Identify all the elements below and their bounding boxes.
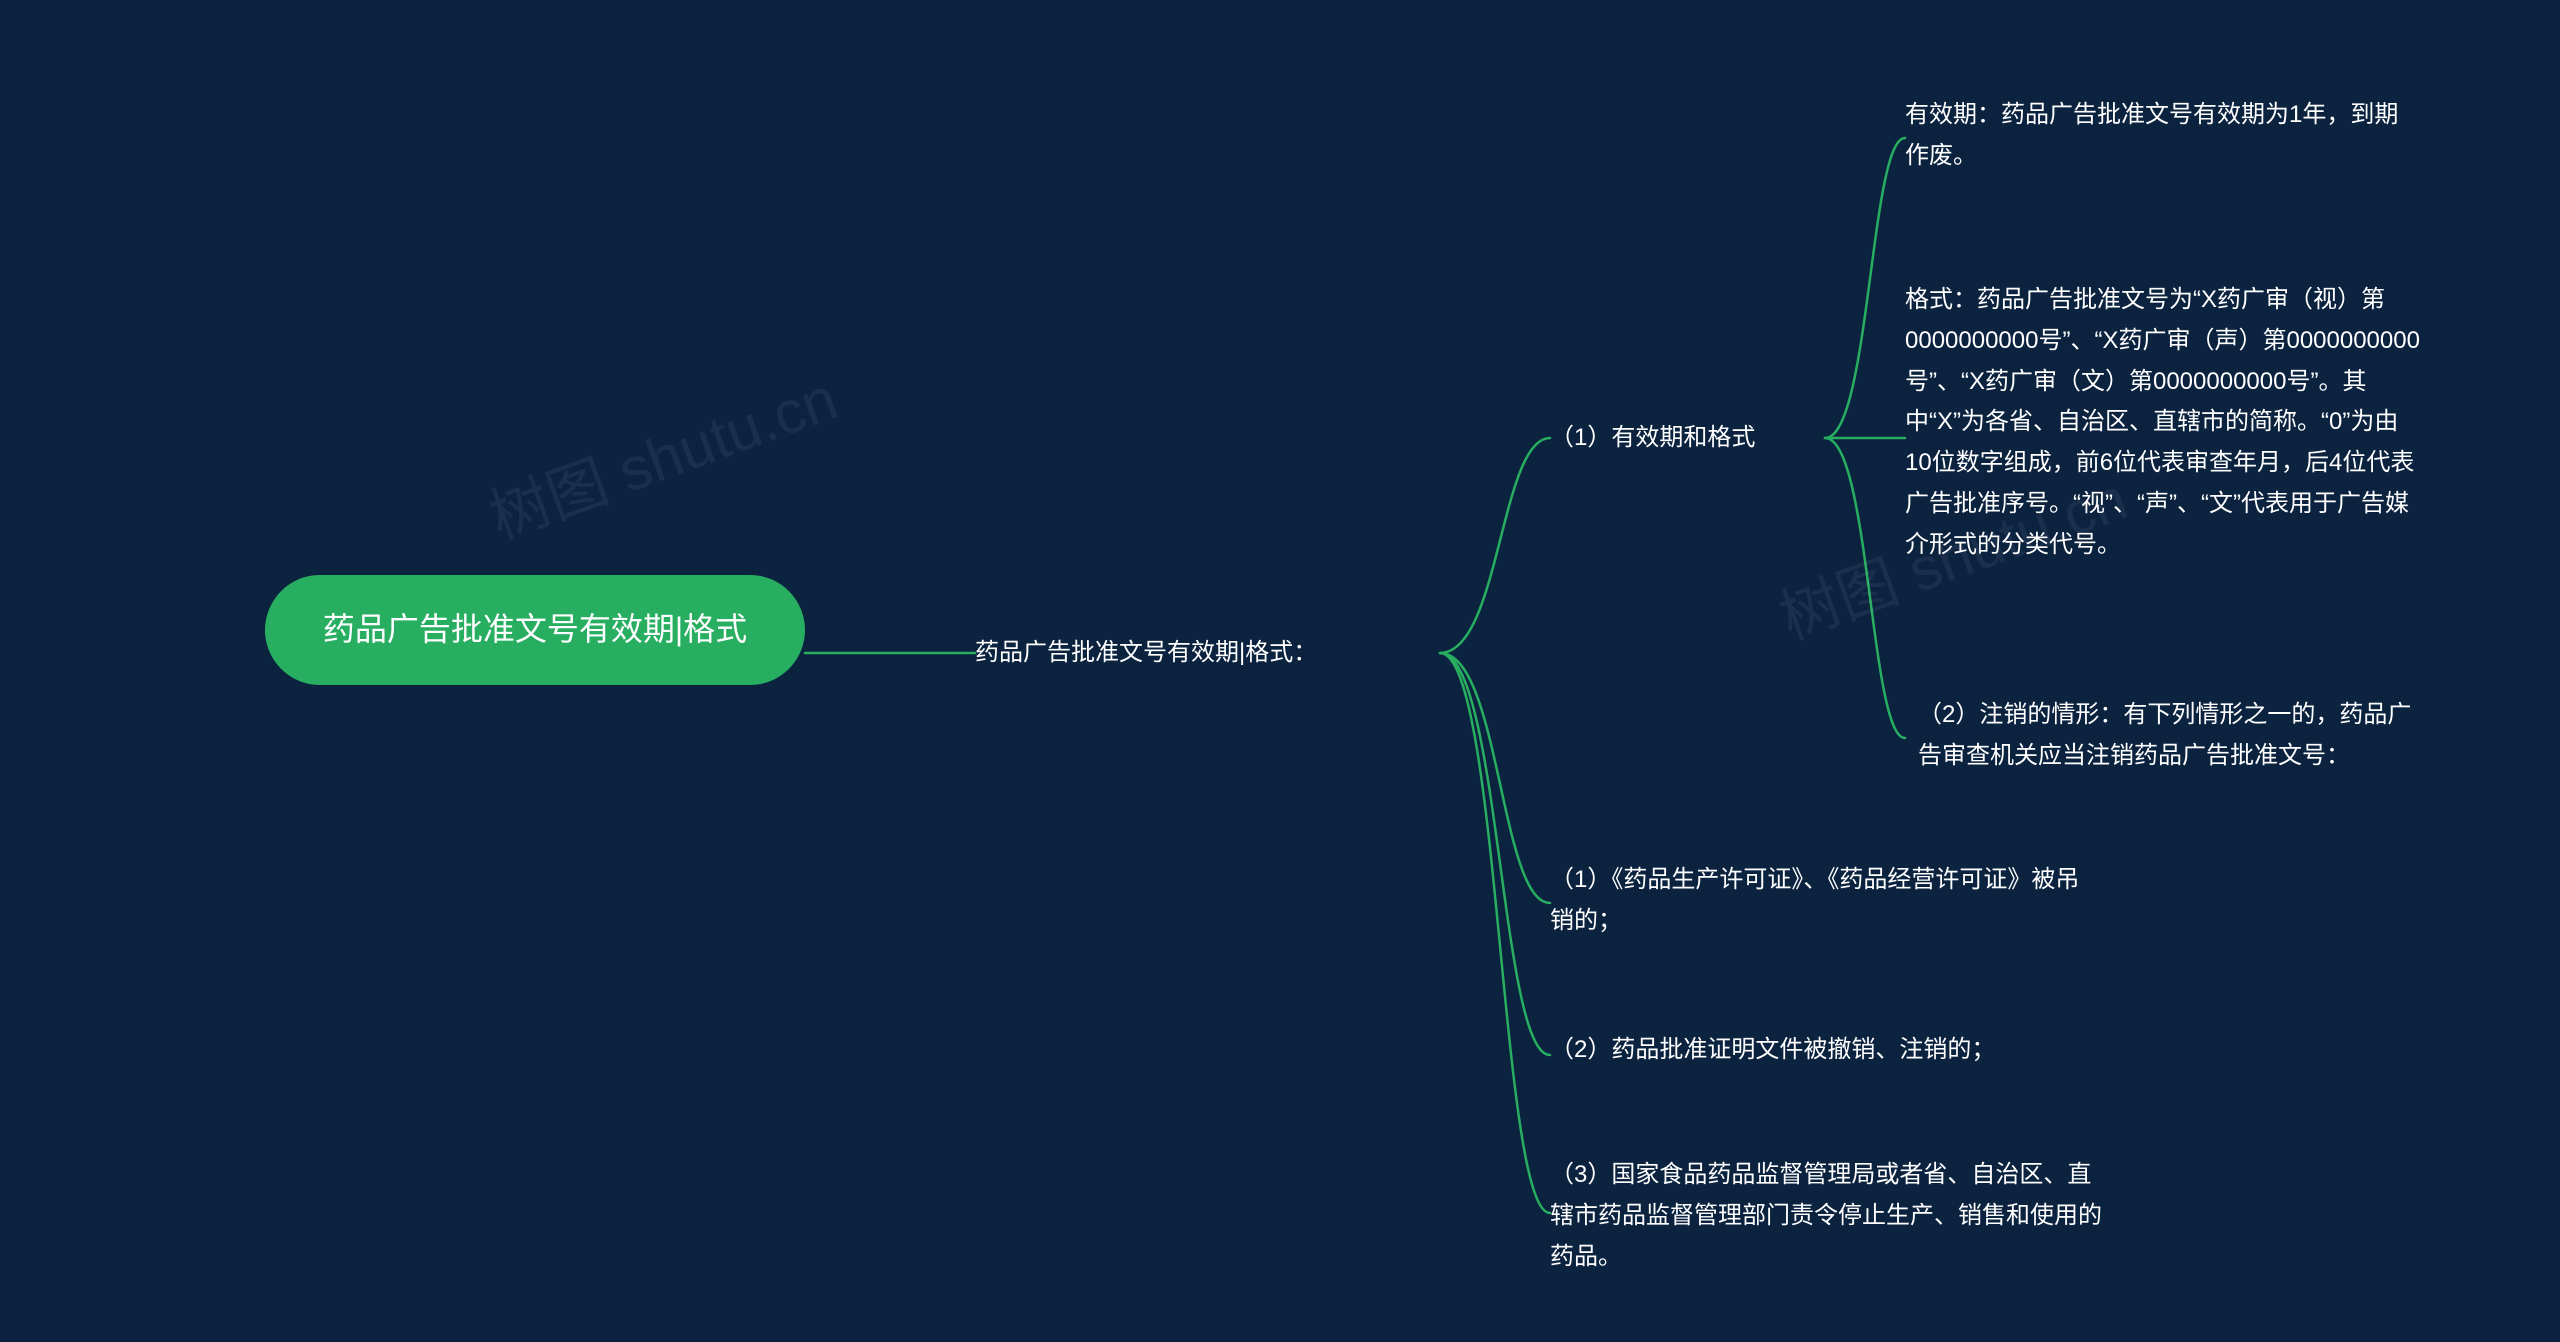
leaf-s2[interactable]: （2）药品批准证明文件被撤销、注销的； [1550, 1030, 2080, 1071]
leaf-a3[interactable]: （2）注销的情形：有下列情形之一的，药品广告审查机关应当注销药品广告批准文号： [1918, 695, 2428, 777]
leaf-s3[interactable]: （3）国家食品药品监督管理局或者省、自治区、直辖市药品监督管理部门责令停止生产、… [1550, 1155, 2105, 1277]
leaf-a2[interactable]: 格式：药品广告批准文号为“X药广审（视）第0000000000号”、“X药广审（… [1905, 280, 2425, 566]
level1-node[interactable]: 药品广告批准文号有效期|格式： [975, 633, 1445, 674]
leaf-a1[interactable]: 有效期：药品广告批准文号有效期为1年，到期作废。 [1905, 95, 2415, 177]
mindmap-canvas: 树图 shutu.cn 树图 shutu.cn 药品广告批准文号有效期|格式 药… [0, 0, 2560, 1342]
watermark-1: 树图 shutu.cn [476, 350, 847, 556]
root-node[interactable]: 药品广告批准文号有效期|格式 [265, 575, 805, 685]
leaf-s1[interactable]: （1）《药品生产许可证》、《药品经营许可证》被吊销的； [1550, 860, 2080, 942]
branch-a-node[interactable]: （1）有效期和格式 [1550, 418, 1830, 459]
